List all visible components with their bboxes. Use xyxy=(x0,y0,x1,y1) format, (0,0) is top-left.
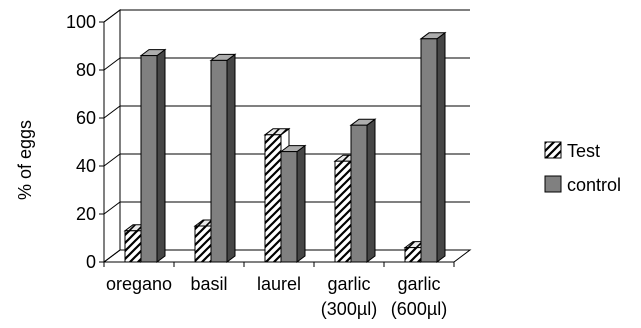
bar-front xyxy=(194,225,212,263)
legend-item-test: Test xyxy=(544,141,600,161)
y-axis-label: % of eggs xyxy=(15,120,35,200)
bar-front xyxy=(124,230,142,263)
back-wall xyxy=(120,10,470,250)
bar-side xyxy=(226,53,236,263)
bar-control-3 xyxy=(349,118,377,263)
bar-control-2 xyxy=(279,144,307,263)
legend-label: Test xyxy=(567,141,600,161)
y-tick-label: 0 xyxy=(86,252,96,272)
bar-control-0 xyxy=(139,48,167,263)
bar-front xyxy=(350,124,368,263)
bar-front xyxy=(280,151,298,263)
side-wall xyxy=(103,9,121,263)
legend-item-control: control xyxy=(544,175,621,195)
bar-front xyxy=(404,247,422,263)
bar-control-4 xyxy=(419,31,447,263)
bar-side xyxy=(156,48,166,263)
bar-control-1 xyxy=(209,53,237,263)
bars xyxy=(123,31,447,263)
bar-front xyxy=(420,38,438,263)
bar-front xyxy=(264,134,282,263)
y-tick-labels: 0 20 40 60 80 100 xyxy=(66,12,96,272)
y-tick-label: 60 xyxy=(76,108,96,128)
legend-swatch xyxy=(544,141,562,159)
y-tick-label: 80 xyxy=(76,60,96,80)
bar-side xyxy=(296,144,306,263)
bar-front xyxy=(210,59,228,263)
legend-swatch xyxy=(544,175,562,193)
axes xyxy=(99,21,455,267)
x-category-label: garlic (300µl) xyxy=(321,274,377,319)
x-category-label: oregano xyxy=(106,274,172,294)
x-category-labels: oregano basil laurel garlic (300µl) garlic (60… xyxy=(106,274,447,319)
x-category-label: garlic (600µl) xyxy=(391,274,447,319)
y-tick-label: 40 xyxy=(76,156,96,176)
y-tick-label: 20 xyxy=(76,204,96,224)
gridline-80 xyxy=(103,57,470,71)
x-category-label: basil xyxy=(190,274,227,294)
gridline-60 xyxy=(103,105,470,119)
bar-side xyxy=(436,31,446,263)
bar-front xyxy=(334,160,352,263)
legend-label: control xyxy=(567,175,621,195)
bar-front xyxy=(140,55,158,263)
y-tick-label: 100 xyxy=(66,12,96,32)
gridline-100 xyxy=(103,9,470,23)
bar-side xyxy=(366,118,376,263)
x-category-label: laurel xyxy=(257,274,301,294)
legend: Test control xyxy=(544,141,621,195)
